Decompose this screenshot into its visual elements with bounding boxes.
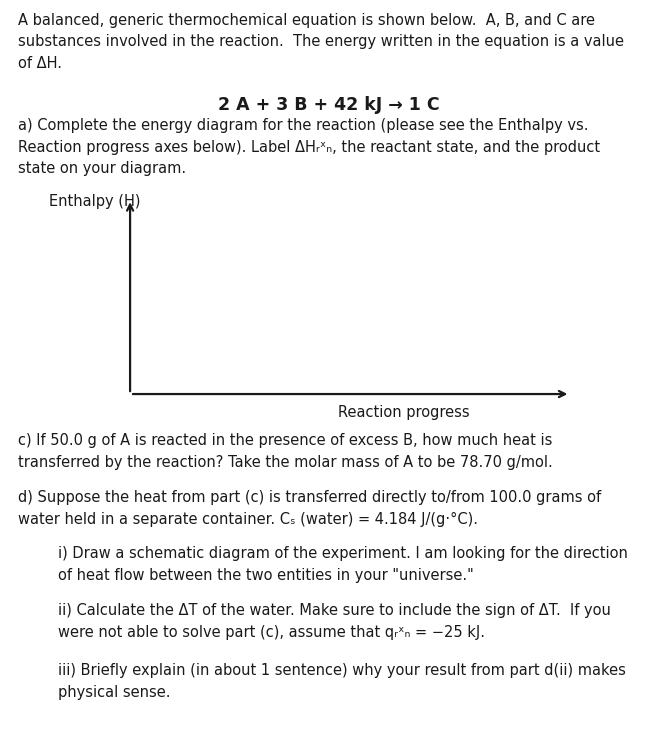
Text: d) Suppose the heat from part (c) is transferred directly to/from 100.0 grams of: d) Suppose the heat from part (c) is tra… bbox=[18, 490, 602, 527]
Text: a) Complete the energy diagram for the reaction (please see the Enthalpy vs.
Rea: a) Complete the energy diagram for the r… bbox=[18, 118, 600, 176]
Text: ii) Calculate the ΔT of the water. Make sure to include the sign of ΔT.  If you
: ii) Calculate the ΔT of the water. Make … bbox=[58, 603, 611, 640]
Text: Reaction progress: Reaction progress bbox=[338, 405, 470, 420]
Text: 2 A + 3 B + 42 kJ → 1 C: 2 A + 3 B + 42 kJ → 1 C bbox=[217, 96, 440, 114]
Text: Enthalpy (H): Enthalpy (H) bbox=[49, 194, 141, 209]
Text: i) Draw a schematic diagram of the experiment. I am looking for the direction
of: i) Draw a schematic diagram of the exper… bbox=[58, 546, 627, 583]
Text: iii) Briefly explain (in about 1 sentence) why your result from part d(ii) makes: iii) Briefly explain (in about 1 sentenc… bbox=[58, 663, 625, 700]
Text: c) If 50.0 g of A is reacted in the presence of excess B, how much heat is
trans: c) If 50.0 g of A is reacted in the pres… bbox=[18, 433, 553, 470]
Text: A balanced, generic thermochemical equation is shown below.  A, B, and C are
sub: A balanced, generic thermochemical equat… bbox=[18, 13, 624, 71]
